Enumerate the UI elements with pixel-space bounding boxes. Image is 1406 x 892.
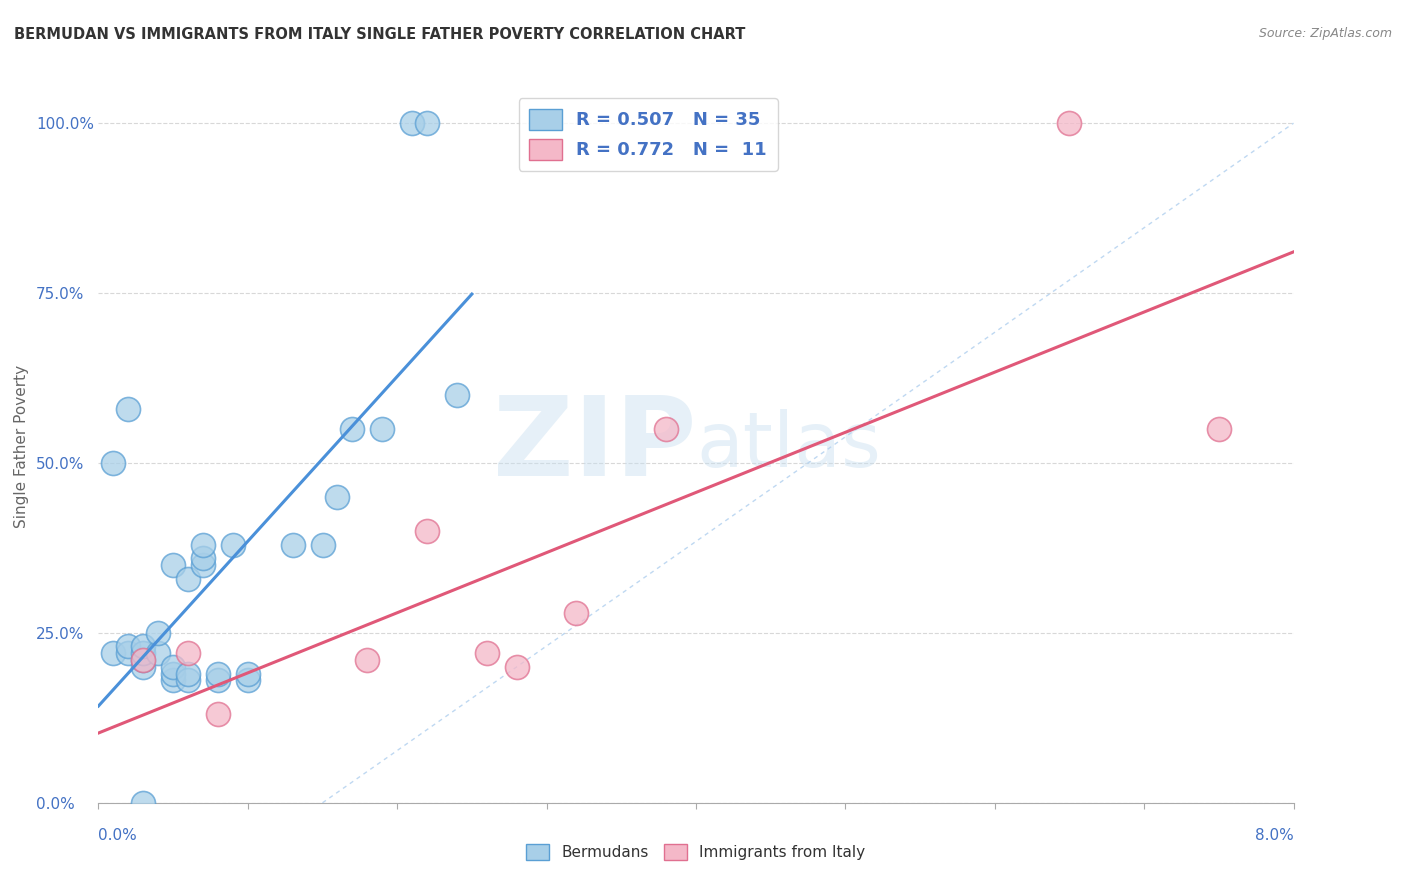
- Bermudans: [103, 456, 125, 470]
- Bermudans: [401, 116, 423, 130]
- Bermudans: [177, 572, 200, 586]
- Bermudans: [191, 537, 214, 551]
- Bermudans: [162, 666, 184, 681]
- Text: atlas: atlas: [696, 409, 880, 483]
- Bermudans: [191, 558, 214, 572]
- Bermudans: [132, 646, 155, 660]
- Bermudans: [117, 640, 139, 654]
- Bermudans: [326, 490, 349, 504]
- Bermudans: [342, 422, 364, 436]
- Bermudans: [162, 558, 184, 572]
- Immigrants from Italy: [506, 660, 529, 674]
- Immigrants from Italy: [356, 653, 378, 667]
- Bermudans: [191, 551, 214, 566]
- Bermudans: [177, 673, 200, 688]
- Bermudans: [311, 537, 333, 551]
- Bermudans: [132, 653, 155, 667]
- Immigrants from Italy: [565, 606, 588, 620]
- Text: 8.0%: 8.0%: [1254, 828, 1294, 843]
- Bermudans: [148, 626, 170, 640]
- Immigrants from Italy: [177, 646, 200, 660]
- Legend: Bermudans, Immigrants from Italy: Bermudans, Immigrants from Italy: [520, 838, 872, 866]
- Bermudans: [207, 673, 229, 688]
- Bermudans: [117, 646, 139, 660]
- Immigrants from Italy: [1059, 116, 1081, 130]
- Immigrants from Italy: [207, 707, 229, 722]
- Bermudans: [222, 537, 245, 551]
- Text: 0.0%: 0.0%: [98, 828, 138, 843]
- Bermudans: [207, 666, 229, 681]
- Bermudans: [236, 673, 259, 688]
- Bermudans: [132, 640, 155, 654]
- Bermudans: [132, 796, 155, 810]
- Bermudans: [162, 660, 184, 674]
- Bermudans: [281, 537, 304, 551]
- Text: BERMUDAN VS IMMIGRANTS FROM ITALY SINGLE FATHER POVERTY CORRELATION CHART: BERMUDAN VS IMMIGRANTS FROM ITALY SINGLE…: [14, 27, 745, 42]
- Text: ZIP: ZIP: [492, 392, 696, 500]
- Bermudans: [148, 646, 170, 660]
- Bermudans: [117, 401, 139, 416]
- Y-axis label: Single Father Poverty: Single Father Poverty: [14, 365, 30, 527]
- Bermudans: [162, 673, 184, 688]
- Immigrants from Italy: [655, 422, 678, 436]
- Immigrants from Italy: [132, 653, 155, 667]
- Immigrants from Italy: [416, 524, 439, 538]
- Bermudans: [371, 422, 394, 436]
- Immigrants from Italy: [1208, 422, 1230, 436]
- Bermudans: [177, 666, 200, 681]
- Bermudans: [446, 388, 468, 402]
- Text: Source: ZipAtlas.com: Source: ZipAtlas.com: [1258, 27, 1392, 40]
- Immigrants from Italy: [475, 646, 498, 660]
- Bermudans: [236, 666, 259, 681]
- Bermudans: [132, 660, 155, 674]
- Bermudans: [416, 116, 439, 130]
- Bermudans: [103, 646, 125, 660]
